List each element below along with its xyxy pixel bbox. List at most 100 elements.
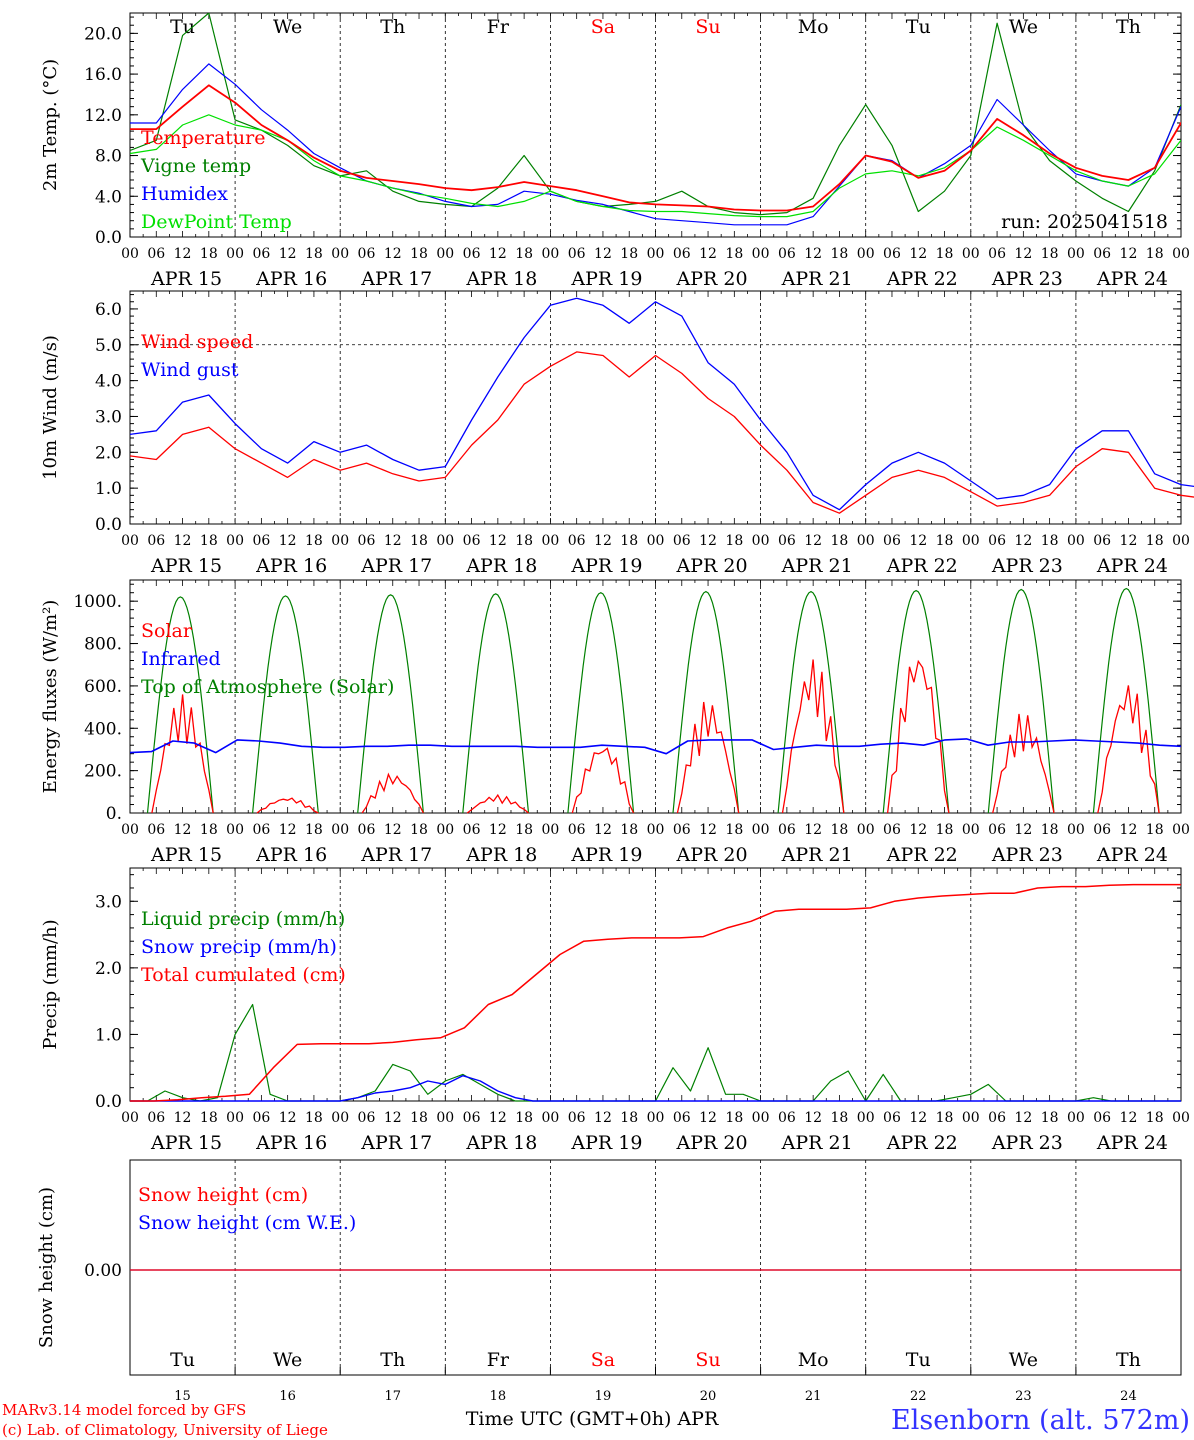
hour-tick-label: 18 (725, 822, 743, 838)
y-tick-label: 12.0 (84, 106, 122, 126)
hour-tick-label: 06 (147, 822, 165, 838)
hour-tick-label: 00 (962, 533, 980, 549)
y-tick-label: 800. (84, 635, 122, 655)
hour-tick-label: 12 (909, 1110, 927, 1126)
day-name: Th (1116, 1349, 1141, 1371)
hour-tick-label: 12 (489, 1110, 507, 1126)
toa-solar-curve (672, 590, 740, 814)
toa-solar-curve (567, 592, 635, 814)
total-cumulated-line (130, 883, 1181, 1102)
hour-tick-label: 18 (410, 533, 428, 549)
date-label: APR 15 (150, 844, 222, 866)
hour-tick-label: 12 (1014, 822, 1032, 838)
solar-curve (571, 747, 635, 814)
y-tick-label: 200. (84, 762, 122, 782)
hour-tick-label: 00 (121, 246, 139, 262)
hour-tick-label: 00 (331, 822, 349, 838)
hour-tick-label: 00 (647, 246, 665, 262)
day-number: 17 (384, 1389, 401, 1404)
day-name: Tu (170, 1349, 195, 1371)
hour-tick-label: 00 (857, 1110, 875, 1126)
hour-tick-label: 00 (436, 1110, 454, 1126)
date-label: APR 18 (465, 844, 537, 866)
hour-tick-label: 06 (1093, 1110, 1111, 1126)
hour-tick-label: 00 (1172, 822, 1190, 838)
hour-tick-label: 12 (594, 1110, 612, 1126)
day-name: We (1009, 1349, 1038, 1371)
hour-tick-label: 12 (489, 533, 507, 549)
hour-tick-label: 18 (620, 246, 638, 262)
hour-tick-label: 12 (174, 533, 192, 549)
hour-tick-label: 06 (883, 533, 901, 549)
hour-tick-label: 00 (1172, 533, 1190, 549)
precip-panel: 0.0 1.0 2.0 3.0 Precip (mm/h) Liquid precip (… (40, 867, 1190, 1154)
date-label: APR 17 (360, 1132, 432, 1154)
date-label: APR 19 (570, 268, 642, 290)
hour-tick-label: 18 (620, 533, 638, 549)
hour-tick-label: 18 (936, 246, 954, 262)
energy-panel: 0. 200. 400. 600. 800. 1000. Energy fluxes (W/… (40, 579, 1190, 866)
legend-entry: Solar (141, 620, 193, 642)
day-name: We (273, 1349, 302, 1371)
hour-tick-label: 00 (857, 246, 875, 262)
hour-tick-label: 18 (200, 1110, 218, 1126)
solar-curve (781, 659, 845, 814)
date-label: APR 22 (886, 844, 958, 866)
y-tick-label: 2.0 (95, 443, 122, 463)
day-name: Sa (591, 1349, 615, 1371)
date-label: APR 22 (886, 555, 958, 577)
y-axis-label: Precip (mm/h) (40, 919, 61, 1049)
hour-tick-label: 06 (1093, 246, 1111, 262)
hour-tick-label: 12 (384, 246, 402, 262)
day-number: 19 (595, 1389, 612, 1404)
date-label: APR 23 (991, 1132, 1063, 1154)
hour-tick-label: 18 (305, 533, 323, 549)
hour-tick-label: 12 (1014, 1110, 1032, 1126)
legend-entry: Snow precip (mm/h) (141, 936, 337, 958)
date-label: APR 20 (676, 268, 748, 290)
hour-tick-label: 00 (541, 822, 559, 838)
legend-entry: Liquid precip (mm/h) (141, 908, 345, 930)
series-line-humidex (130, 63, 1181, 226)
hour-tick-label: 06 (673, 246, 691, 262)
hour-tick-label: 18 (831, 822, 849, 838)
hour-tick-label: 18 (1146, 1110, 1164, 1126)
y-tick-label: 3.0 (95, 407, 122, 427)
hour-tick-label: 06 (568, 246, 586, 262)
day-name: We (273, 16, 302, 38)
hour-tick-label: 00 (331, 533, 349, 549)
y-tick-label: 1.0 (95, 479, 122, 499)
legend-entry: Temperature (141, 127, 265, 149)
day-name: Tu (906, 1349, 931, 1371)
date-label: APR 20 (676, 1132, 748, 1154)
solar-curve (886, 659, 950, 814)
day-name: Fr (487, 1349, 510, 1371)
date-label: APR 21 (781, 844, 853, 866)
date-label: APR 23 (991, 268, 1063, 290)
hour-tick-label: 12 (279, 246, 297, 262)
day-name: Tu (906, 16, 931, 38)
run-label: run: 2025041518 (1001, 211, 1168, 233)
hour-tick-label: 00 (647, 822, 665, 838)
hour-tick-label: 18 (1041, 533, 1059, 549)
toa-solar-curve (462, 593, 530, 814)
hour-tick-label: 06 (568, 533, 586, 549)
hour-tick-label: 18 (936, 822, 954, 838)
hour-tick-label: 18 (1041, 246, 1059, 262)
date-label: APR 20 (676, 844, 748, 866)
hour-tick-label: 06 (463, 246, 481, 262)
date-label: APR 24 (1096, 1132, 1168, 1154)
hour-tick-label: 00 (647, 1110, 665, 1126)
hour-tick-label: 12 (174, 246, 192, 262)
solar-curve (466, 793, 529, 814)
y-tick-label: 5.0 (95, 336, 122, 356)
series-line-temperature (130, 84, 1181, 212)
hour-tick-label: 12 (1120, 533, 1138, 549)
date-label: APR 18 (465, 1132, 537, 1154)
model-credit: MARv3.14 model forced by GFS (2, 1401, 246, 1419)
legend-entry: Vigne temp (140, 155, 251, 177)
hour-tick-label: 06 (778, 1110, 796, 1126)
day-number: 18 (490, 1389, 507, 1404)
day-name: Su (695, 16, 720, 38)
series-line-wind-speed (129, 351, 1194, 514)
